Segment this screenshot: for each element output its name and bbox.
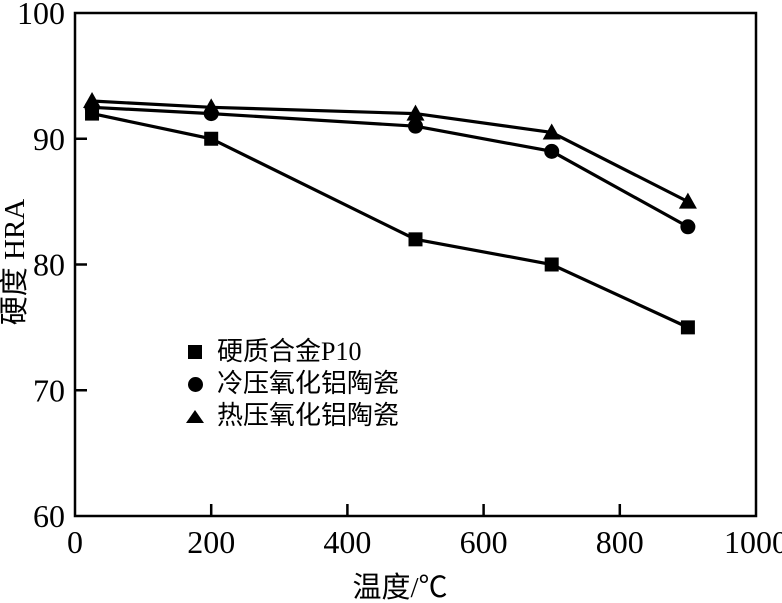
x-tick-label: 800 bbox=[596, 524, 644, 560]
series-line-triangle bbox=[91, 99, 689, 204]
square-data-marker bbox=[680, 320, 695, 335]
x-tick-label: 0 bbox=[67, 524, 83, 560]
y-tick-label: 90 bbox=[33, 121, 65, 157]
triangle-marker-icon bbox=[186, 409, 204, 423]
series-line-circle bbox=[91, 105, 689, 229]
legend-label: 硬质合金P10 bbox=[217, 337, 362, 366]
y-tick-label: 100 bbox=[17, 0, 65, 31]
x-tick-label: 200 bbox=[187, 524, 235, 560]
square-data-marker bbox=[544, 257, 559, 272]
legend-label: 热压氧化铝陶瓷 bbox=[217, 401, 400, 430]
x-tick-label: 400 bbox=[323, 524, 371, 560]
square-data-marker bbox=[204, 131, 219, 146]
y-tick-label: 70 bbox=[33, 372, 65, 408]
triangle-data-marker bbox=[678, 192, 697, 209]
circle-marker-icon bbox=[186, 376, 204, 392]
circle-data-marker bbox=[680, 219, 696, 235]
triangle-data-marker bbox=[542, 123, 561, 140]
legend-label: 冷压氧化铝陶瓷 bbox=[217, 369, 400, 398]
legend-item-hot-pressed-alumina: 热压氧化铝陶瓷 bbox=[186, 400, 399, 432]
triangle-data-marker bbox=[406, 104, 425, 121]
x-tick-label: 1000 bbox=[724, 524, 782, 560]
x-tick-label: 600 bbox=[460, 524, 508, 560]
legend-item-cold-pressed-alumina: 冷压氧化铝陶瓷 bbox=[186, 368, 399, 400]
square-marker-icon bbox=[186, 345, 204, 359]
plot-frame bbox=[73, 11, 758, 518]
y-tick-label: 60 bbox=[33, 498, 65, 534]
y-tick-label: 80 bbox=[33, 247, 65, 283]
circle-data-marker bbox=[544, 143, 560, 159]
x-axis-label: 温度/℃ bbox=[352, 571, 447, 603]
series-line-square bbox=[91, 112, 689, 329]
legend-item-carbide-p10: 硬质合金P10 bbox=[186, 336, 399, 368]
triangle-data-marker bbox=[83, 92, 102, 109]
triangle-data-marker bbox=[202, 98, 221, 115]
y-axis-label: 硬度 HRA bbox=[0, 199, 31, 326]
chart-legend: 硬质合金P10 冷压氧化铝陶瓷 热压氧化铝陶瓷 bbox=[186, 336, 399, 432]
circle-data-marker bbox=[408, 118, 423, 134]
square-data-marker bbox=[408, 232, 423, 247]
